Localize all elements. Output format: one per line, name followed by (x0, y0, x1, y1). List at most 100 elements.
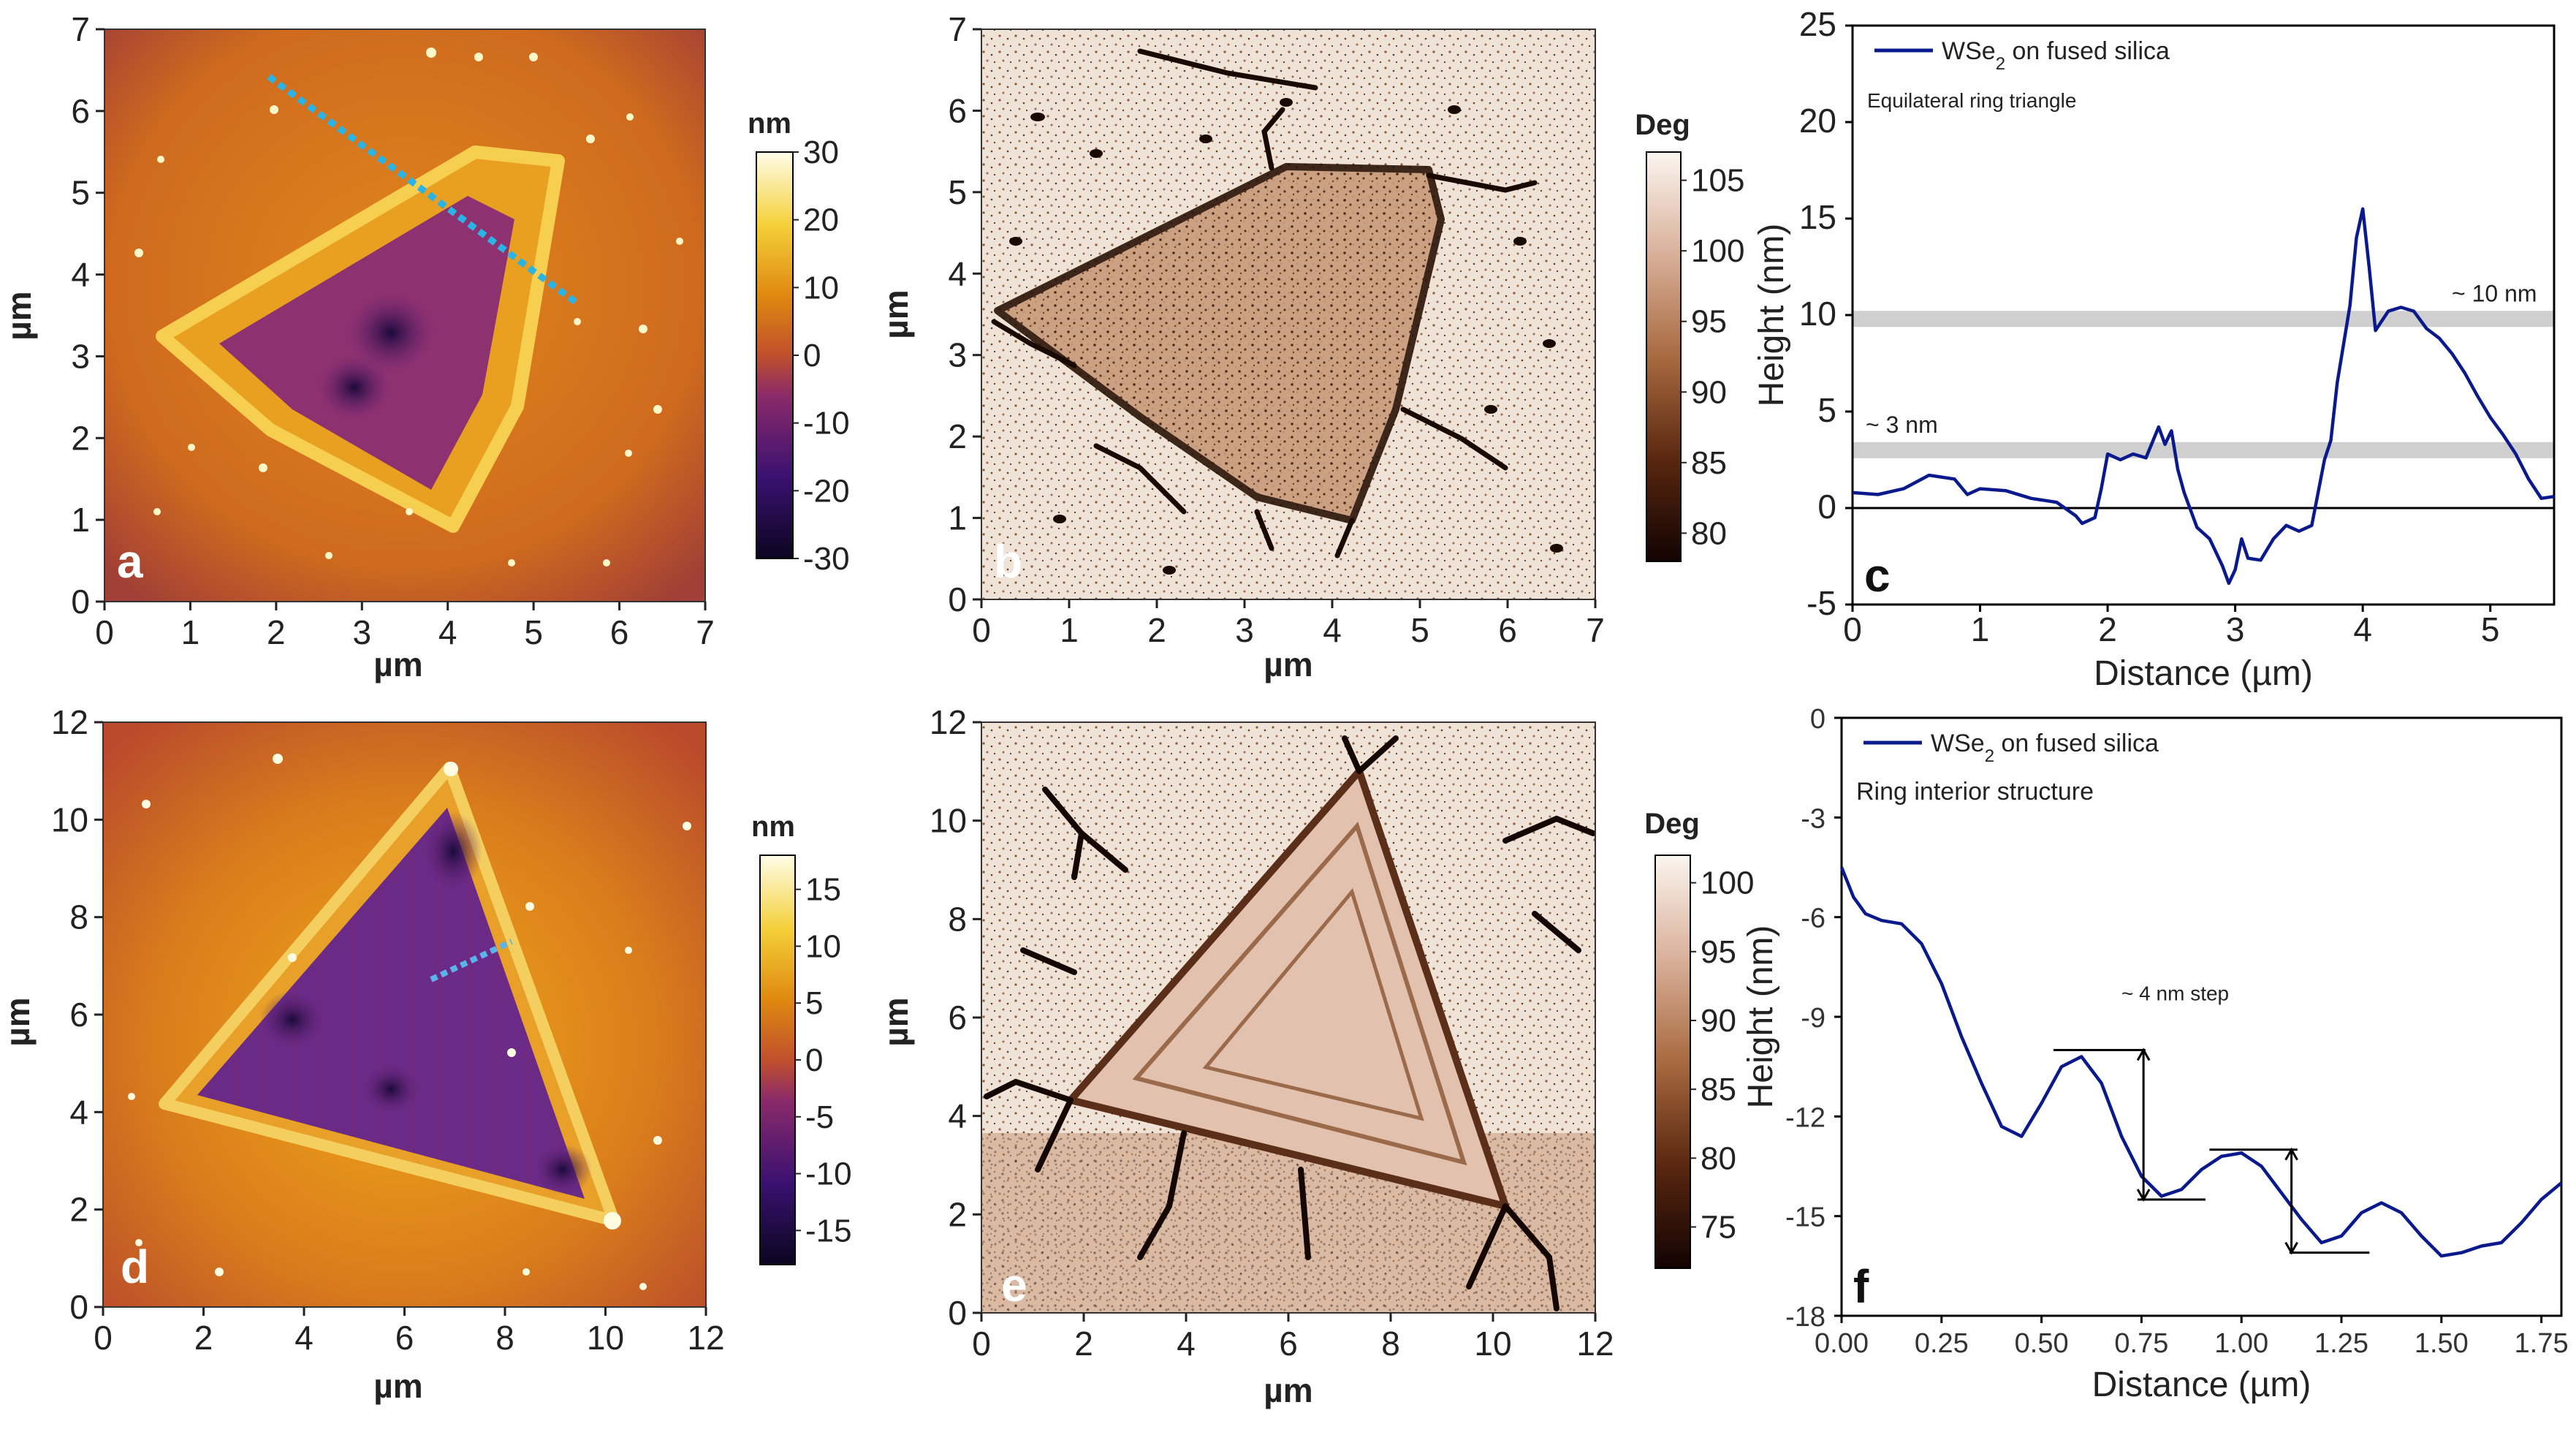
y-tick-label-c: 20 (1799, 102, 1836, 140)
level-band-c-0 (1853, 442, 2554, 458)
x-tick-label-f: 0.00 (1815, 1328, 1869, 1359)
x-tick-label-e: 10 (1474, 1325, 1511, 1363)
panel-b: b 0 1 2 3 4 5 6 7 0 1 2 3 4 5 6 7 µm µm Deg 105 100 95 90 8… (877, 10, 1744, 683)
y-tick-label-a: 0 (71, 583, 90, 621)
colorbar-tick-label-d: 15 (805, 872, 841, 908)
particles-a (134, 48, 683, 567)
y-tick-label-a: 7 (71, 10, 90, 48)
y-tick-label-d: 2 (69, 1191, 88, 1229)
y-tick-label-c: 0 (1817, 488, 1836, 526)
x-tick-label-a: 1 (181, 613, 200, 651)
colorbar-unit-a: nm (748, 107, 791, 140)
x-tick-label-f: 1.25 (2314, 1328, 2368, 1359)
y-tick-label-b: 0 (948, 580, 967, 618)
x-tick-label-a: 4 (438, 613, 457, 651)
x-tick-label-f: 0.75 (2114, 1328, 2168, 1359)
series-line-c-0 (1852, 207, 2555, 586)
level-label-c-1: ~ 10 nm (2452, 280, 2537, 306)
colorbar-unit-b: Deg (1635, 109, 1690, 141)
y-tick-label-a: 3 (71, 337, 90, 375)
x-tick-label-b: 5 (1410, 611, 1429, 649)
afm-image-e-lower (981, 1133, 1595, 1313)
level-label-c-0: ~ 3 nm (1866, 412, 1938, 438)
y-tick-label-b: 7 (948, 10, 967, 48)
x-tick-label-b: 1 (1060, 611, 1079, 649)
x-tick-label-c: 2 (2098, 610, 2117, 648)
series-line-f-0 (1839, 866, 2563, 1258)
x-tick-label-d: 4 (295, 1319, 314, 1357)
x-tick-label-e: 2 (1074, 1325, 1093, 1363)
legend-suffix-c: on fused silica (2005, 37, 2170, 65)
x-tick-label-a: 7 (696, 613, 715, 651)
panel-label-d: d (121, 1240, 149, 1293)
step-annotation: ~ 4 nm step (2121, 982, 2229, 1004)
colorbar-ticks-a: 30 20 10 0 -10 -20 -30 (793, 135, 850, 577)
x-tick-label-e: 4 (1177, 1325, 1196, 1363)
colorbar-tick-label-b: 80 (1691, 515, 1727, 551)
y-tick-label-d: 8 (69, 898, 88, 936)
x-tick-label-f: 1.00 (2214, 1328, 2268, 1359)
xaxis-label-c: Distance (µm) (2094, 654, 2313, 693)
x-tick-label-a: 5 (524, 613, 543, 651)
panel-a: a 0 1 2 3 4 5 6 7 0 1 2 3 4 5 6 7 µm µm nm 30 20 10 0 -10 -2… (0, 10, 850, 683)
ticks-e: 0 2 4 6 8 10 12 0 2 4 6 8 10 12 (930, 703, 1614, 1363)
colorbar-ticks-e: 100 95 90 85 80 75 (1690, 865, 1754, 1246)
x-tick-label-e: 6 (1279, 1325, 1298, 1363)
y-tick-label-c: 15 (1799, 198, 1836, 236)
y-tick-label-e: 0 (948, 1294, 967, 1332)
y-tick-label-e: 8 (948, 900, 967, 938)
flake-stripes-d (197, 808, 585, 1199)
panel-label-b: b (994, 535, 1022, 588)
y-tick-label-e: 12 (930, 703, 967, 741)
hole-d4 (533, 1144, 592, 1195)
y-tick-label-f: -12 (1785, 1102, 1825, 1133)
step-arrow-1-head-bottom (2136, 1189, 2151, 1202)
y-tick-label-b: 2 (948, 417, 967, 455)
x-tick-label-b: 0 (972, 611, 991, 649)
y-tick-label-a: 2 (71, 419, 90, 457)
x-tick-label-d: 0 (94, 1319, 113, 1357)
colorbar-ticks-d: 15 10 5 0 -5 -10 -15 (795, 872, 852, 1249)
legend-label-c: WSe2 on fused silica (1942, 37, 2170, 74)
colorbar-b (1646, 151, 1682, 562)
colorbar-tick-label-a: 20 (803, 202, 839, 238)
y-tick-label-d: 12 (51, 703, 88, 741)
colorbar-tick-label-a: -20 (803, 473, 850, 509)
yaxis-label-b: µm (877, 289, 915, 338)
y-tick-label-a: 5 (71, 174, 90, 212)
colorbar-tick-label-a: -30 (803, 541, 850, 577)
x-tick-label-c: 5 (2481, 610, 2500, 648)
colorbar-tick-label-a: 0 (803, 338, 821, 374)
flake-e-ring2 (1132, 822, 1467, 1166)
y-tick-label-c: 25 (1799, 5, 1836, 43)
colorbar-tick-label-d: 0 (805, 1042, 823, 1078)
profile-line-a (267, 74, 580, 306)
x-tick-label-c: 4 (2353, 610, 2372, 648)
colorbar-tick-label-e: 80 (1701, 1140, 1736, 1176)
y-tick-label-d: 0 (69, 1288, 88, 1326)
x-tick-label-c: 3 (2226, 610, 2245, 648)
yaxis-label-a: µm (0, 291, 38, 340)
colorbar-tick-label-d: 5 (805, 985, 823, 1021)
level-band-c-1 (1853, 311, 2554, 327)
x-tick-label-d: 10 (587, 1319, 624, 1357)
y-tick-label-c: -5 (1806, 584, 1836, 622)
x-tick-label-b: 2 (1147, 611, 1166, 649)
colorbar-tick-label-e: 75 (1701, 1210, 1736, 1246)
colorbar-a (756, 151, 794, 559)
y-tick-label-b: 5 (948, 173, 967, 211)
profile-line-d (430, 939, 513, 982)
hole-d1 (424, 811, 482, 892)
legend-label-f: WSe2 on fused silica (1931, 730, 2159, 766)
xaxis-label-d: µm (373, 1367, 422, 1405)
y-tick-label-d: 4 (69, 1093, 88, 1131)
xaxis-label-b: µm (1264, 645, 1312, 683)
yaxis-label-d: µm (0, 997, 37, 1046)
colorbar-tick-label-d: -10 (805, 1156, 852, 1192)
x-tick-label-d: 8 (495, 1319, 514, 1357)
colorbar-tick-label-d: 10 (805, 928, 841, 964)
colorbar-d (759, 855, 796, 1265)
x-tick-label-b: 4 (1323, 611, 1342, 649)
